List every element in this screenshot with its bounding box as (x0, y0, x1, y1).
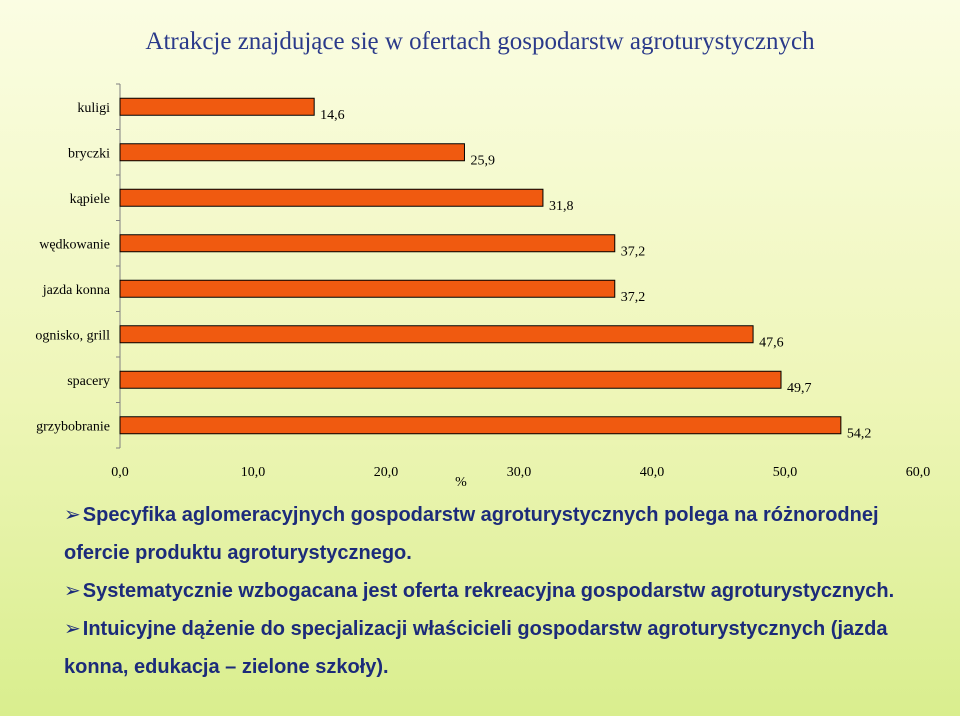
data-label: 54,2 (847, 426, 872, 441)
data-label: 49,7 (787, 381, 812, 396)
category-label: wędkowanie (39, 237, 110, 252)
bar-chart: kuligi 14,6 bryczki 25,9 kąpiele 31,8 wędkowan… (35, 83, 931, 490)
category-label: grzybobranie (36, 419, 110, 434)
data-label: 25,9 (470, 153, 495, 168)
category-label: ognisko, grill (35, 328, 110, 343)
bullet-item-specyfika: ➢ Specyfika aglomeracyjnych gospodarstw a… (64, 496, 944, 572)
data-label: 14,6 (320, 108, 345, 123)
bar (119, 97, 315, 116)
bar (119, 325, 754, 344)
category-label: spacery (67, 374, 110, 389)
x-tick-label: 10,0 (241, 465, 266, 480)
bar (119, 416, 842, 435)
chart-title: Atrakcje znajdujące się w ofertach gospo… (145, 28, 815, 55)
category-label: bryczki (68, 146, 110, 161)
arrow-bullet-icon: ➢ (64, 580, 81, 602)
category-label: kąpiele (70, 192, 110, 207)
bar (119, 370, 782, 389)
bullet-list: ➢ Specyfika aglomeracyjnych gospodarstw a… (64, 496, 944, 686)
bar (119, 188, 544, 207)
bullet-text: Specyfika aglomeracyjnych gospodarstw ag… (64, 504, 879, 564)
arrow-bullet-icon: ➢ (64, 618, 81, 640)
data-label: 31,8 (549, 199, 574, 214)
bullet-item-intuicyjne: ➢ Intuicyjne dążenie do specjalizacji wła… (64, 610, 944, 686)
data-label: 47,6 (759, 335, 784, 350)
bar (119, 234, 616, 253)
x-tick-label: 40,0 (640, 465, 665, 480)
bullet-item-systematycznie: ➢ Systematycznie wzbogacana jest oferta r… (64, 572, 944, 610)
arrow-bullet-icon: ➢ (64, 504, 81, 526)
bar (119, 143, 465, 162)
x-tick-label: 30,0 (507, 465, 532, 480)
bullet-text: Systematycznie wzbogacana jest oferta re… (82, 580, 895, 602)
x-tick-label: 0,0 (111, 465, 129, 480)
bullet-text: Intuicyjne dążenie do specjalizacji właś… (64, 618, 888, 678)
category-label: kuligi (77, 101, 110, 116)
bar (119, 279, 616, 298)
x-tick-label: 50,0 (773, 465, 798, 480)
x-tick-label: 20,0 (374, 465, 399, 480)
category-label: jazda konna (42, 283, 111, 298)
data-label: 37,2 (621, 244, 646, 259)
data-label: 37,2 (621, 290, 646, 305)
x-axis-title: % (455, 475, 467, 490)
x-tick-label: 60,0 (906, 465, 931, 480)
